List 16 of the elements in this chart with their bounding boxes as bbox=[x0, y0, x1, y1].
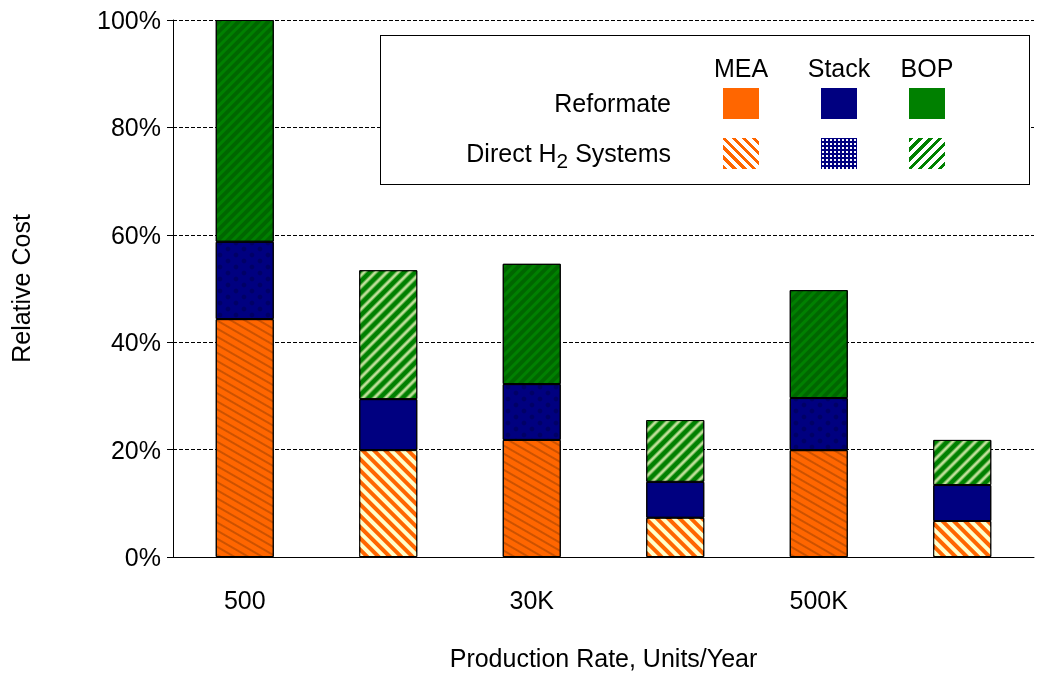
y-tick-label: 20% bbox=[110, 435, 161, 464]
y-tick-label: 0% bbox=[124, 543, 161, 571]
x-tick-label: 30K bbox=[509, 585, 555, 614]
annotation: MEA bbox=[713, 54, 769, 82]
annotation: Stack bbox=[807, 54, 871, 82]
y-axis-title: Relative Cost bbox=[6, 214, 35, 363]
annotation: BOP bbox=[900, 54, 954, 82]
y-tick-label: 40% bbox=[110, 328, 161, 357]
x-tick-label: 500 bbox=[223, 585, 266, 614]
y-tick-label: 80% bbox=[110, 113, 161, 142]
x-tick-label: 500K bbox=[789, 585, 849, 614]
x-axis-title: Production Rate, Units/Year bbox=[449, 643, 758, 672]
y-tick-label: 60% bbox=[110, 220, 161, 249]
annotation: Reformate bbox=[554, 89, 671, 117]
annotation: Direct H$_{2}$ Systems bbox=[466, 139, 671, 172]
y-tick-label: 100% bbox=[97, 6, 161, 34]
